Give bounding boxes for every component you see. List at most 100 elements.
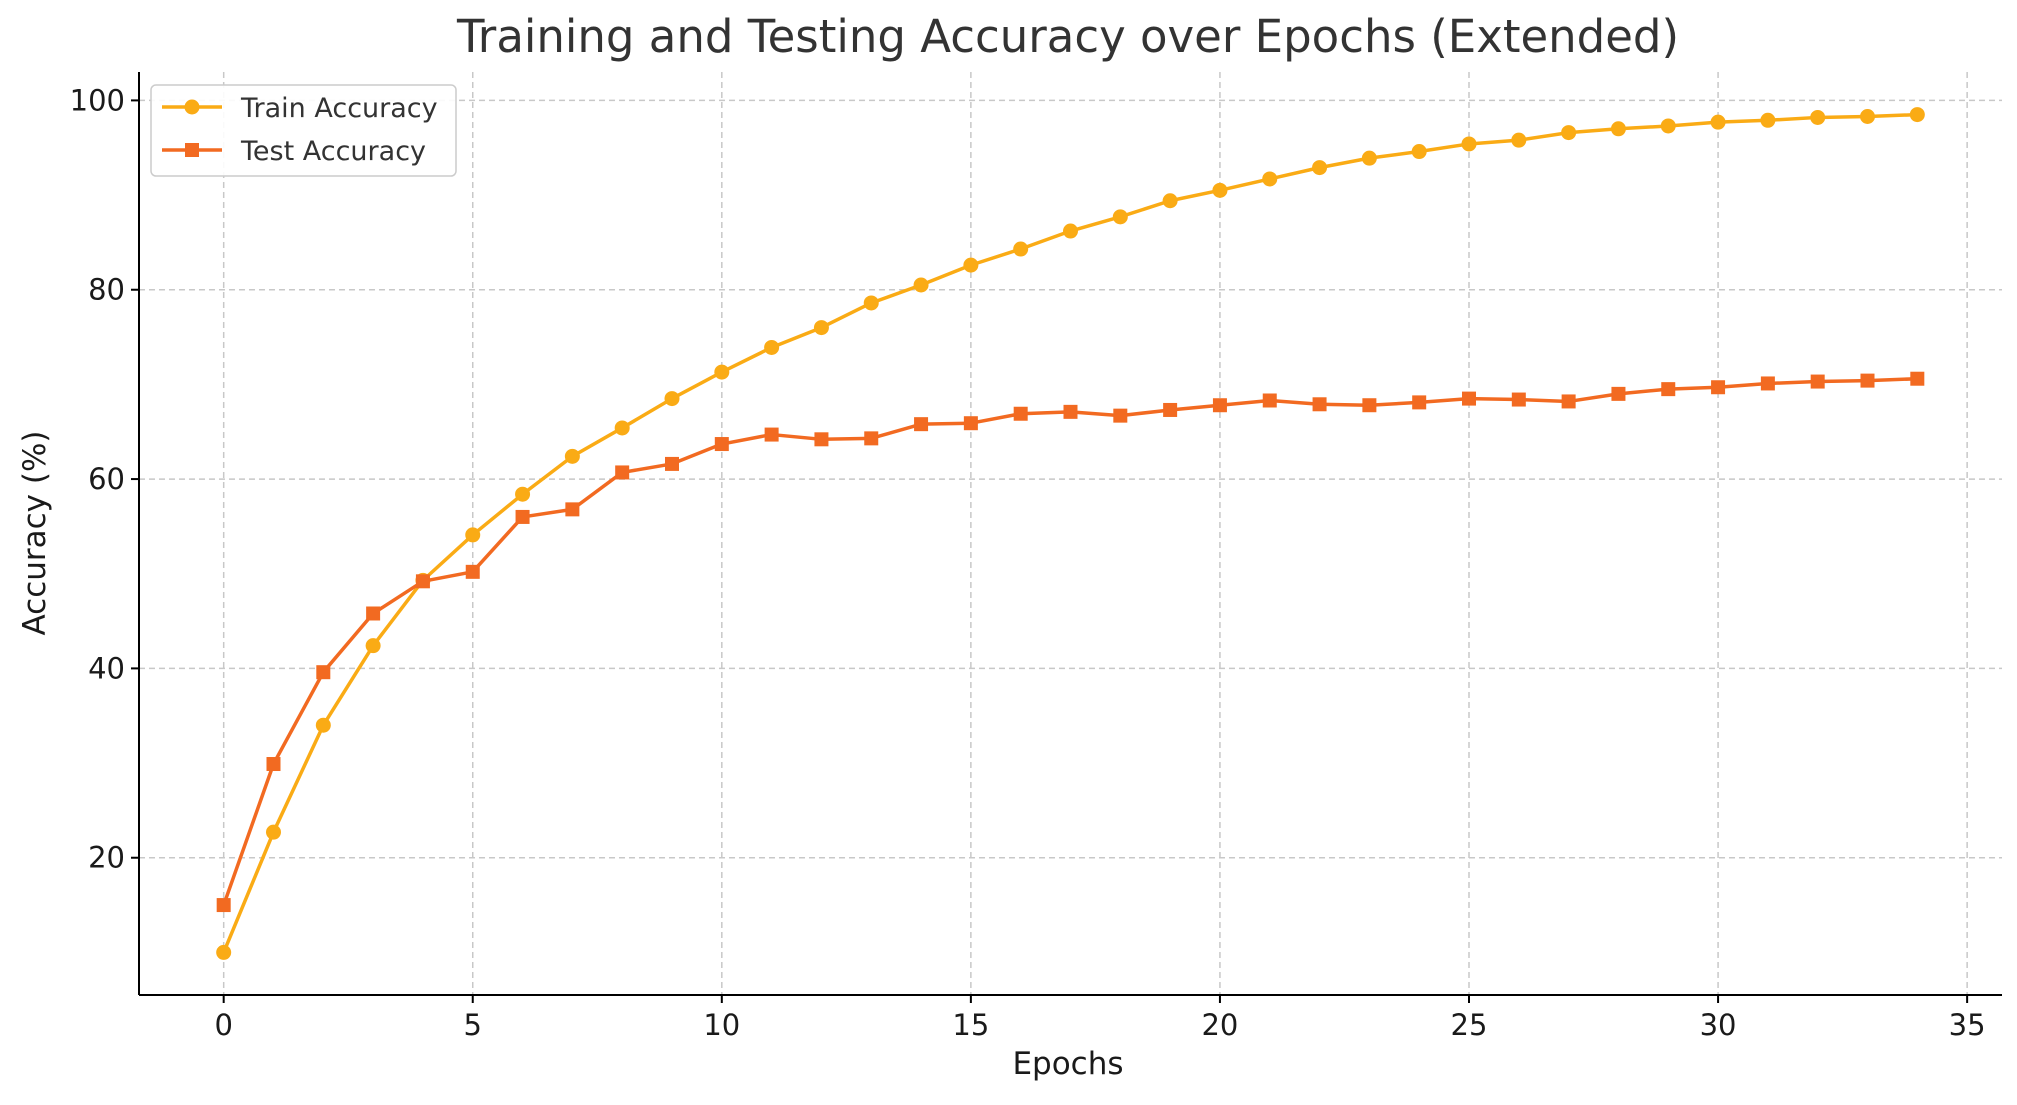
train-accuracy-point — [1461, 136, 1477, 152]
x-tick-label: 5 — [464, 1008, 482, 1042]
test-accuracy-point — [1462, 391, 1477, 406]
train-accuracy-point — [1411, 144, 1427, 160]
train-accuracy-point — [365, 638, 381, 654]
x-axis-label: Epochs — [1012, 1046, 1123, 1082]
legend-frame — [150, 84, 457, 177]
test-accuracy-point — [1163, 402, 1178, 417]
x-tick-label: 25 — [1451, 1008, 1488, 1042]
axes — [138, 72, 2002, 996]
y-tick-label: 100 — [70, 83, 125, 117]
series-lines — [216, 107, 1925, 960]
train-accuracy-point — [1262, 171, 1278, 187]
test-accuracy-point — [1611, 386, 1626, 401]
legend: Train Accuracy Test Accuracy — [150, 84, 457, 177]
y-tick-label: 20 — [88, 841, 125, 875]
test-accuracy-point — [814, 432, 829, 447]
test-accuracy-point — [615, 465, 630, 480]
test-accuracy-point — [1262, 393, 1277, 408]
test-accuracy-point — [366, 606, 381, 621]
test-accuracy-point — [1860, 373, 1875, 388]
x-tick-label: 10 — [703, 1008, 740, 1042]
test-accuracy-point — [1810, 374, 1825, 389]
test-accuracy-point — [216, 898, 231, 913]
test-accuracy-point — [714, 437, 729, 452]
test-accuracy-point — [1312, 397, 1327, 412]
legend-label-train: Train Accuracy — [240, 93, 438, 124]
test-accuracy-point — [864, 431, 879, 446]
x-tick-label: 20 — [1201, 1008, 1238, 1042]
train-accuracy-point — [315, 717, 331, 733]
train-accuracy-point — [664, 391, 680, 407]
train-accuracy-point — [1710, 114, 1726, 130]
test-accuracy-series — [216, 371, 1925, 913]
train-accuracy-point — [813, 320, 829, 336]
train-accuracy-point — [1063, 223, 1078, 239]
test-accuracy-point — [664, 456, 679, 471]
test-accuracy-point — [565, 502, 580, 517]
train-accuracy-point — [1013, 241, 1029, 257]
train-accuracy-point — [564, 448, 580, 464]
train-accuracy-point — [1860, 108, 1876, 124]
train-accuracy-point — [1810, 109, 1826, 125]
test-accuracy-point — [266, 757, 281, 772]
test-accuracy-point — [465, 564, 480, 579]
y-tick-label: 40 — [88, 651, 125, 685]
test-accuracy-point — [515, 509, 530, 524]
train-accuracy-point — [963, 257, 979, 273]
chart-title: Training and Testing Accuracy over Epoch… — [456, 10, 1679, 63]
train-accuracy-point — [1212, 182, 1228, 198]
train-accuracy-point — [1312, 160, 1328, 176]
train-accuracy-point — [764, 339, 780, 355]
x-tick-label: 15 — [952, 1008, 989, 1042]
grid — [139, 72, 2002, 995]
x-tick-label: 35 — [1949, 1008, 1986, 1042]
train-accuracy-series — [216, 107, 1925, 960]
train-accuracy-point — [1361, 150, 1377, 166]
train-accuracy-point — [1112, 209, 1128, 225]
test-accuracy-point — [1711, 380, 1726, 395]
train-accuracy-point — [515, 486, 531, 502]
train-accuracy-point — [1162, 193, 1178, 209]
train-accuracy-point — [1610, 121, 1626, 137]
x-tick-label: 0 — [214, 1008, 232, 1042]
train-accuracy-point — [1909, 107, 1925, 123]
train-accuracy-point — [216, 944, 232, 960]
y-tick-label: 80 — [88, 273, 125, 307]
y-axis-label: Accuracy (%) — [17, 430, 53, 635]
test-accuracy-point — [316, 665, 331, 680]
y-tick-label: 60 — [88, 462, 125, 496]
test-accuracy-point — [1561, 394, 1576, 409]
test-accuracy-point — [1661, 382, 1676, 397]
train-accuracy-point — [714, 364, 730, 380]
test-accuracy-point — [415, 574, 430, 589]
train-accuracy-point — [1660, 118, 1676, 134]
train-accuracy-point — [863, 295, 879, 311]
test-accuracy-point — [1013, 406, 1028, 421]
test-accuracy-line — [221, 376, 1920, 907]
test-accuracy-point — [1412, 395, 1427, 410]
test-accuracy-point — [1511, 392, 1526, 407]
train-accuracy-point — [265, 824, 281, 840]
test-accuracy-point — [1113, 408, 1128, 423]
train-accuracy-point — [614, 420, 630, 436]
train-accuracy-point — [465, 527, 481, 543]
legend-label-test: Test Accuracy — [240, 136, 426, 167]
train-accuracy-point — [1511, 132, 1527, 148]
ticks: 0 5 10 15 20 25 30 35 20 40 60 80 100 — [70, 83, 1986, 1042]
train-accuracy-point — [913, 277, 929, 293]
test-accuracy-point — [1212, 398, 1227, 413]
test-accuracy-point — [914, 417, 929, 432]
test-accuracy-point — [1760, 376, 1775, 391]
test-accuracy-point — [1910, 371, 1925, 386]
x-tick-label: 30 — [1700, 1008, 1737, 1042]
test-accuracy-point — [963, 416, 978, 431]
test-accuracy-point — [764, 427, 779, 442]
test-accuracy-point — [1362, 398, 1377, 413]
test-accuracy-point — [1063, 404, 1078, 419]
train-accuracy-point — [1760, 112, 1776, 128]
train-accuracy-point — [1561, 125, 1577, 141]
legend-marker-train — [184, 99, 200, 115]
legend-marker-test — [185, 143, 199, 157]
